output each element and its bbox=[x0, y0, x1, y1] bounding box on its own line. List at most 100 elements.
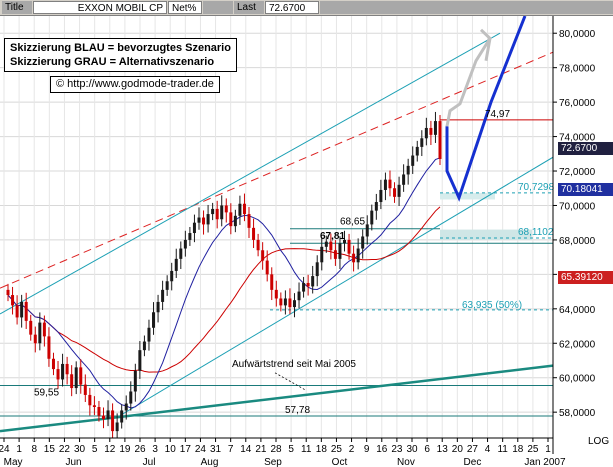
moving-averages bbox=[7, 157, 441, 409]
copyright-box[interactable]: © http://www.godmode-trader.de bbox=[50, 76, 220, 93]
x-day-label: 2 bbox=[349, 444, 355, 455]
candle bbox=[170, 262, 174, 291]
x-day-label: 22 bbox=[59, 444, 71, 455]
candle bbox=[252, 218, 256, 249]
last-value: 72.6700 bbox=[265, 1, 319, 14]
candle bbox=[320, 237, 324, 271]
candle bbox=[183, 230, 187, 257]
candle bbox=[352, 245, 356, 272]
candle-body bbox=[256, 239, 260, 251]
candle-body bbox=[138, 350, 142, 371]
ma-slow-line bbox=[7, 206, 441, 373]
candle-body bbox=[424, 127, 428, 139]
x-day-label: 28 bbox=[270, 444, 282, 455]
candle bbox=[147, 319, 151, 351]
candle bbox=[402, 164, 406, 192]
candle-body bbox=[329, 241, 333, 251]
symbol-field[interactable]: EXXON MOBIL CP bbox=[33, 1, 167, 14]
candle bbox=[202, 210, 206, 235]
x-day-label: 10 bbox=[165, 444, 177, 455]
candle-body bbox=[165, 281, 169, 290]
x-month-label: Jan 2007 bbox=[524, 457, 566, 467]
mode-field[interactable]: Net% bbox=[168, 1, 202, 14]
candle bbox=[411, 146, 415, 174]
candle-body bbox=[206, 214, 210, 225]
x-day-label: 30 bbox=[74, 444, 86, 455]
ma-fast-tag: 70.18041 bbox=[558, 183, 613, 196]
candle-body bbox=[356, 248, 360, 263]
candle-body bbox=[20, 301, 24, 318]
candle-body bbox=[252, 227, 256, 240]
candle bbox=[261, 242, 265, 270]
candle-body bbox=[56, 369, 60, 380]
candle bbox=[97, 400, 101, 422]
candle-body bbox=[215, 208, 219, 220]
price-chart[interactable]: 74,97 70,7298 68,1102 68,65 67,81 63,935 (50%… bbox=[0, 16, 613, 467]
candle-body bbox=[229, 212, 233, 227]
candle-body bbox=[270, 274, 274, 290]
candle bbox=[83, 374, 87, 403]
candle bbox=[256, 233, 260, 257]
candle bbox=[24, 292, 28, 329]
candle bbox=[101, 407, 105, 429]
candle bbox=[283, 290, 287, 315]
candle bbox=[429, 120, 433, 146]
candle bbox=[220, 195, 224, 227]
x-day-label: 25 bbox=[527, 444, 539, 455]
y-tick-label: 68,0000 bbox=[559, 236, 596, 247]
candle bbox=[124, 395, 128, 420]
candle bbox=[406, 158, 410, 185]
candle-body bbox=[365, 224, 369, 237]
candle-body bbox=[438, 121, 442, 159]
channel-upper bbox=[0, 32, 501, 315]
candle bbox=[129, 381, 133, 411]
candle-body bbox=[397, 184, 401, 197]
candle-body bbox=[297, 291, 301, 301]
x-day-label: 23 bbox=[391, 444, 403, 455]
candle-body bbox=[174, 258, 178, 271]
x-day-label: 21 bbox=[255, 444, 267, 455]
x-month-label: Dec bbox=[464, 457, 482, 467]
candle bbox=[433, 111, 437, 143]
candle-body bbox=[288, 298, 292, 308]
candle bbox=[165, 275, 169, 296]
label-trend: Aufwärtstrend seit Mai 2005 bbox=[232, 359, 356, 370]
candle-body bbox=[192, 222, 196, 234]
candle-body bbox=[101, 415, 105, 420]
label-5955: 59,55 bbox=[34, 387, 59, 398]
candle-body bbox=[106, 410, 110, 420]
candle-body bbox=[306, 282, 310, 287]
candle bbox=[111, 403, 115, 438]
candle bbox=[179, 241, 183, 270]
candle-body bbox=[433, 121, 437, 135]
last-label: Last bbox=[234, 1, 264, 14]
candle bbox=[388, 170, 392, 197]
candle bbox=[315, 255, 319, 287]
candle bbox=[79, 359, 83, 394]
x-day-label: 11 bbox=[497, 444, 508, 455]
candle-body bbox=[92, 405, 96, 407]
x-day-label: 27 bbox=[467, 444, 479, 455]
x-day-label: 3 bbox=[152, 444, 158, 455]
candle-body bbox=[142, 341, 146, 351]
candle-body bbox=[420, 138, 424, 147]
legend-grey: Skizzierung GRAU = Alternativszenario bbox=[10, 56, 215, 68]
title-label: Title bbox=[2, 1, 32, 14]
ma-slow-tag: 65.39120 bbox=[558, 271, 613, 284]
candle-body bbox=[261, 250, 265, 261]
candle bbox=[343, 230, 347, 252]
x-month-label: Jun bbox=[65, 457, 81, 467]
candle-body bbox=[33, 334, 37, 344]
candle-body bbox=[197, 217, 201, 223]
scenario-legend: Skizzierung BLAU = bevorzugtes Szenario … bbox=[4, 38, 237, 72]
candle-body bbox=[88, 394, 92, 406]
y-tick-label: 76,0000 bbox=[559, 98, 596, 109]
candle-body bbox=[11, 295, 15, 306]
x-day-label: 5 bbox=[288, 444, 294, 455]
candle-body bbox=[24, 301, 28, 321]
candle bbox=[61, 353, 65, 387]
candle bbox=[361, 229, 365, 259]
candle bbox=[6, 283, 10, 302]
candle bbox=[38, 312, 42, 351]
scenario-arrows bbox=[445, 16, 527, 202]
